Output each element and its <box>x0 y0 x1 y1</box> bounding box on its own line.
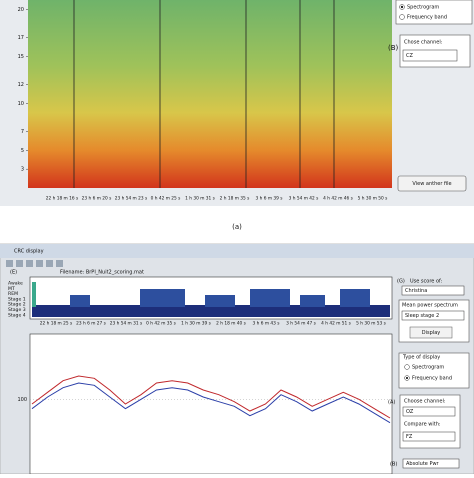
label: Chose channel: <box>404 40 443 46</box>
y-tick-label: 20 <box>18 7 24 13</box>
dropdown[interactable] <box>402 458 460 469</box>
radio[interactable] <box>404 364 410 370</box>
x-tick-label: 2 h 18 m 35 s <box>220 196 250 202</box>
x-tick-label: 3 h 54 m 42 s <box>289 196 319 202</box>
x-tick-label: 4 h 42 m 51 s <box>321 321 351 327</box>
button[interactable] <box>409 326 453 339</box>
y-tick-label: 3 <box>21 167 24 173</box>
label: Mean power spectrum <box>402 303 458 309</box>
stage-label: Stage 2 <box>8 302 26 308</box>
x-tick-label: 5 h 30 m 50 s <box>358 196 388 202</box>
x-tick-label: 4 h 42 m 46 s <box>323 196 353 202</box>
stage-label: REM <box>8 291 18 297</box>
marker: (A) <box>388 400 395 406</box>
x-tick-label: 23 h 54 m 23 s <box>115 196 148 202</box>
y-tick-label: 15 <box>18 54 24 60</box>
dropdown-value: OZ <box>406 409 414 415</box>
dropdown-value: Absolute Pwr <box>406 461 440 467</box>
x-tick-label: 22 h 18 m 25 s <box>40 321 73 327</box>
x-tick-label: 0 h 42 m 25 s <box>151 196 181 202</box>
dropdown[interactable] <box>401 285 465 296</box>
stage-label: Stage 3 <box>8 307 26 313</box>
dropdown[interactable] <box>402 406 456 417</box>
x-tick-label: 22 h 18 m 16 s <box>46 196 79 202</box>
stage-label: MT <box>8 286 15 292</box>
marker: (B) <box>388 44 399 52</box>
y-tick-label: 10 <box>18 101 24 107</box>
marker: (E) <box>10 270 17 276</box>
marker: (B) <box>390 462 397 468</box>
radio-label: Frequency band <box>412 376 452 382</box>
dropdown[interactable] <box>402 49 458 62</box>
trace <box>31 382 391 424</box>
radio-label: Spectrogram <box>412 365 444 371</box>
x-tick-label: 23 h 6 m 20 s <box>82 196 112 202</box>
radio-label: Spectrogram <box>407 5 439 11</box>
x-tick-label: 23 h 6 m 27 s <box>76 321 106 327</box>
hypnogram-blocks <box>32 282 390 317</box>
dropdown-value: Sleep stage 2 <box>405 313 439 319</box>
x-tick-label: 2 h 18 m 40 s <box>216 321 246 327</box>
x-tick-label: 1 h 30 m 31 s <box>185 196 215 202</box>
label: Use score of: <box>410 279 443 285</box>
dropdown-value: FZ <box>406 434 413 440</box>
button-label: Display <box>422 330 440 336</box>
button[interactable] <box>397 175 467 192</box>
filename: Filename: BrPI_Nuit2_scoring.mat <box>60 270 144 276</box>
radio-dot <box>405 376 409 380</box>
radio-dot <box>400 5 404 9</box>
y-tick-label: 12 <box>18 82 24 88</box>
label: Choose channel: <box>404 399 446 405</box>
radio-label: Frequency band <box>407 15 447 21</box>
toolbar <box>6 260 63 267</box>
caption: (a) <box>232 223 242 231</box>
window-title: CRC display <box>14 249 44 255</box>
x-tick-label: 3 h 54 m 47 s <box>286 321 316 327</box>
marker: (G) <box>397 279 405 285</box>
stage-label: Stage 4 <box>8 312 26 318</box>
plot-area <box>29 333 393 475</box>
title-bar <box>0 244 474 258</box>
y-tick-label: 7 <box>21 129 24 135</box>
label: Compare with: <box>404 422 441 428</box>
y-tick-label: 17 <box>18 35 24 41</box>
x-tick-label: 3 h 6 m 39 s <box>256 196 284 202</box>
dropdown[interactable] <box>402 431 456 442</box>
spectrogram <box>28 0 392 188</box>
display-group <box>398 352 470 389</box>
x-tick-label: 1 h 30 m 39 s <box>181 321 211 327</box>
x-tick-label: 3 h 6 m 43 s <box>253 321 281 327</box>
stage-label: Awake <box>8 281 23 287</box>
x-tick-label: 5 h 30 m 53 s <box>356 321 386 327</box>
label: Type of display <box>402 355 440 361</box>
radio-group <box>395 0 473 25</box>
dropdown[interactable] <box>401 310 465 321</box>
event-lines <box>73 0 335 188</box>
dropdown-value: Christina <box>405 288 427 294</box>
stage-label: Stage 1 <box>8 296 26 302</box>
y-tick-label: 5 <box>21 148 24 154</box>
dropdown-value: CZ <box>406 53 413 59</box>
y-tick-label: 100 <box>17 397 27 403</box>
radio[interactable] <box>399 14 405 20</box>
x-tick-label: 0 h 42 m 35 s <box>146 321 176 327</box>
x-tick-label: 23 h 54 m 31 s <box>110 321 143 327</box>
button-label: View anther file <box>412 181 451 187</box>
trace <box>31 375 391 419</box>
